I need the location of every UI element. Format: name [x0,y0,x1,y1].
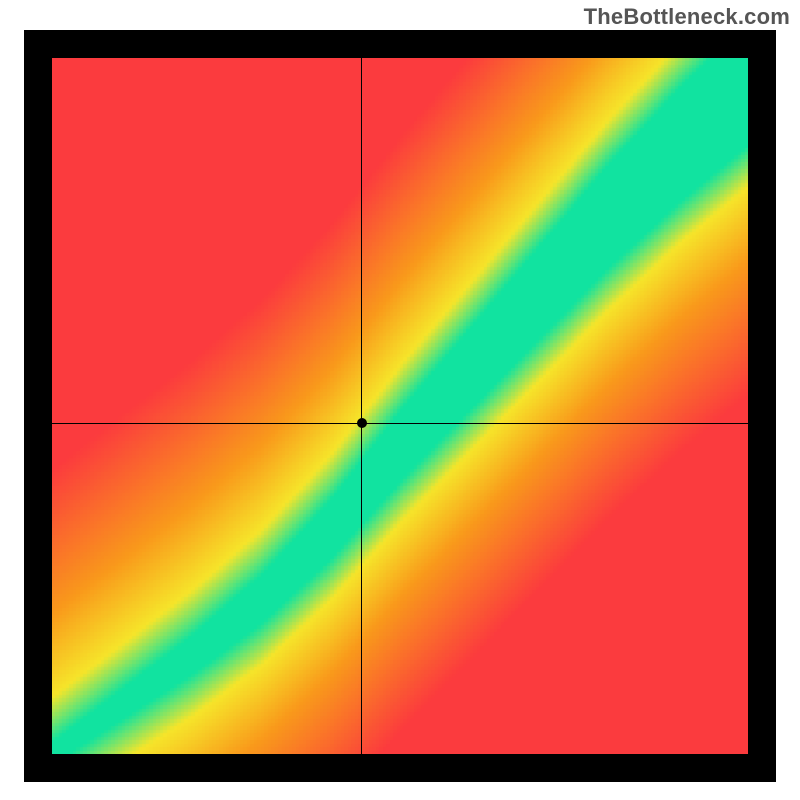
plot-area [52,58,748,754]
bottleneck-heatmap [52,58,748,754]
crosshair-marker-dot[interactable] [357,418,367,428]
attribution-text: TheBottleneck.com [584,0,800,30]
crosshair-vertical-line [361,58,362,754]
outer-black-frame [24,30,776,782]
figure-container: TheBottleneck.com [0,0,800,800]
crosshair-horizontal-line [52,423,748,424]
